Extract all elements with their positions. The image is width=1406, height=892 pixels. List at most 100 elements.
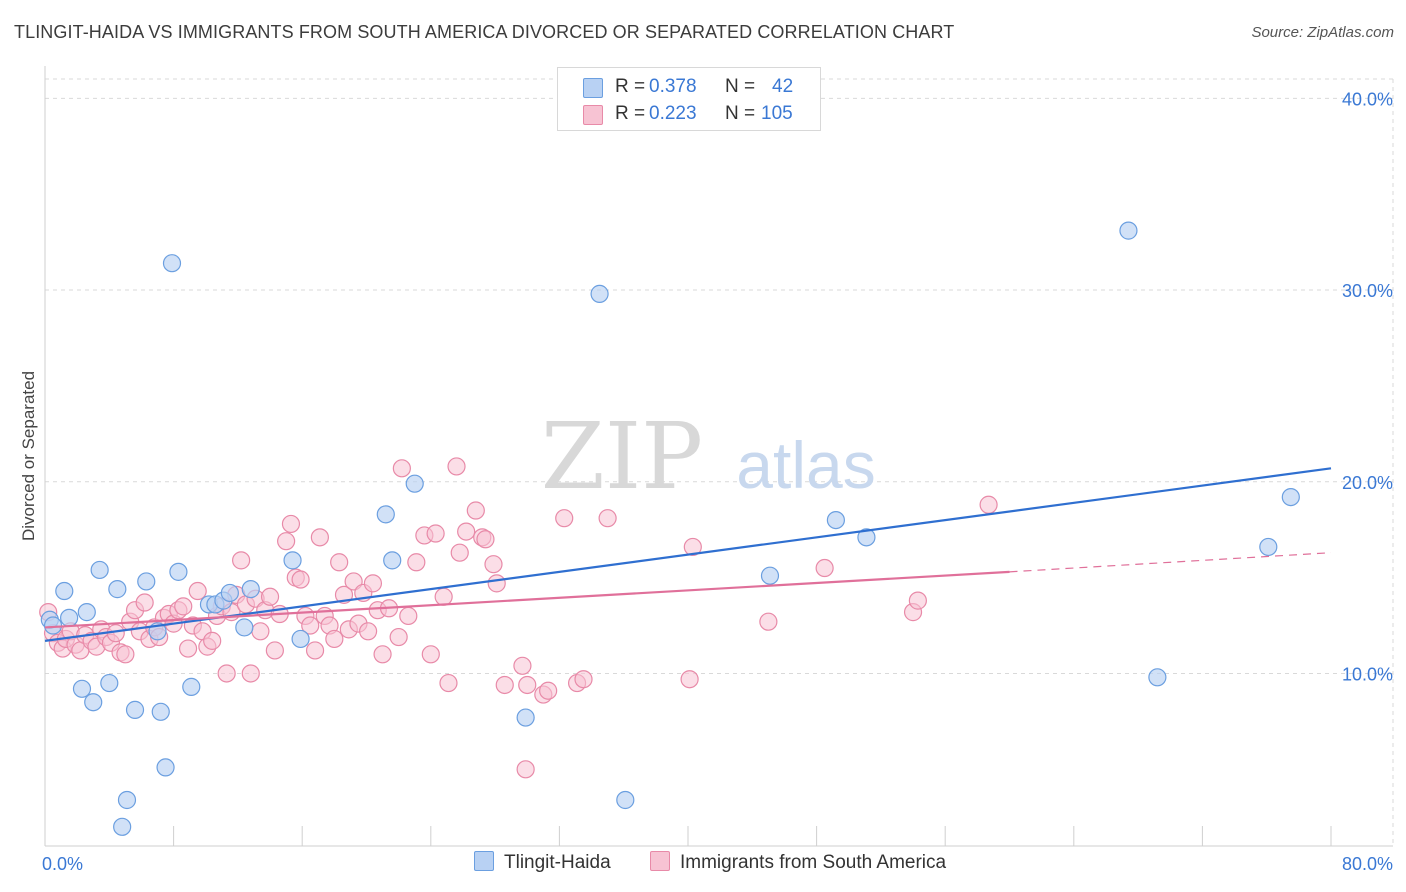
data-point-tlingit-haida xyxy=(117,790,137,810)
data-point-immigrants xyxy=(513,656,532,675)
data-point-tlingit-haida xyxy=(857,528,876,547)
x-tick-label: 0.0% xyxy=(42,854,83,874)
data-point-immigrants xyxy=(325,629,344,649)
data-point-immigrants xyxy=(363,574,383,593)
data-point-immigrants xyxy=(389,627,408,647)
data-point-immigrants xyxy=(359,622,378,641)
r-value: 0.223 xyxy=(649,103,697,124)
data-point-immigrants xyxy=(330,553,349,572)
trend-line-immigrants-extension xyxy=(1009,552,1332,573)
blue-swatch-icon xyxy=(474,851,494,871)
data-point-immigrants xyxy=(555,509,574,528)
data-point-tlingit-haida xyxy=(291,629,310,649)
data-point-immigrants xyxy=(174,597,193,616)
chart-title: TLINGIT-HAIDA VS IMMIGRANTS FROM SOUTH A… xyxy=(14,22,955,42)
data-point-immigrants xyxy=(116,645,135,664)
data-point-immigrants xyxy=(178,639,198,658)
series-tlingit-haida xyxy=(40,221,1300,836)
data-point-tlingit-haida xyxy=(1259,537,1278,557)
legend-row-tlingit-haida: R = 0.378 N = 42 xyxy=(558,75,820,101)
data-point-immigrants xyxy=(310,528,329,547)
data-point-immigrants xyxy=(908,591,927,610)
data-point-immigrants xyxy=(476,530,495,549)
y-axis-label: Divorced or Separated xyxy=(19,371,38,541)
data-point-immigrants xyxy=(487,574,506,593)
legend-row-immigrants: R = 0.223 N = 105 xyxy=(558,102,820,128)
data-point-tlingit-haida xyxy=(60,608,79,627)
data-point-tlingit-haida xyxy=(283,551,302,570)
n-label: N = xyxy=(725,76,756,97)
data-point-tlingit-haida xyxy=(220,583,239,603)
data-point-immigrants xyxy=(683,537,702,557)
data-point-tlingit-haida xyxy=(169,562,188,581)
data-point-immigrants xyxy=(516,760,535,779)
r-label: R = xyxy=(615,76,646,97)
data-point-tlingit-haida xyxy=(241,580,260,599)
data-point-immigrants xyxy=(241,664,260,683)
data-point-immigrants xyxy=(232,551,251,570)
data-point-immigrants xyxy=(301,616,320,635)
data-point-tlingit-haida xyxy=(182,677,201,696)
data-point-tlingit-haida xyxy=(760,566,780,585)
data-point-tlingit-haida xyxy=(156,758,175,777)
data-point-tlingit-haida xyxy=(84,693,103,712)
data-point-tlingit-haida xyxy=(1148,668,1167,687)
data-point-immigrants xyxy=(251,622,270,641)
data-point-tlingit-haida xyxy=(137,572,156,591)
watermark-atlas: atlas xyxy=(736,428,875,502)
data-point-tlingit-haida xyxy=(113,817,132,836)
data-point-immigrants xyxy=(466,501,485,520)
grid-lines xyxy=(45,78,1394,846)
data-point-tlingit-haida xyxy=(826,510,845,530)
y-tick-label: 10.0% xyxy=(1342,664,1393,684)
x-tick-label: 80.0% xyxy=(1342,854,1393,874)
data-point-tlingit-haida xyxy=(43,616,63,635)
data-point-immigrants xyxy=(392,459,411,478)
tick-labels: 10.0% 20.0% 30.0% 40.0% 0.0% 80.0% xyxy=(42,89,1393,874)
data-point-immigrants xyxy=(457,522,476,541)
data-point-immigrants xyxy=(539,681,558,700)
r-value: 0.378 xyxy=(649,76,697,97)
trend-line-tlingit-haida xyxy=(44,467,1332,642)
data-point-tlingit-haida xyxy=(151,702,170,721)
data-point-tlingit-haida xyxy=(125,700,145,719)
data-point-immigrants xyxy=(434,587,453,606)
data-point-immigrants xyxy=(305,641,325,660)
series-immigrants-south-america xyxy=(39,457,998,779)
n-value: 105 xyxy=(761,103,793,124)
legend-label: Tlingit-Haida xyxy=(504,852,611,873)
data-point-tlingit-haida xyxy=(108,580,127,599)
data-point-tlingit-haida xyxy=(516,708,535,727)
n-label: N = xyxy=(725,103,756,124)
data-point-immigrants xyxy=(281,514,301,534)
r-label: R = xyxy=(615,103,646,124)
pink-swatch-icon xyxy=(650,851,670,871)
axes xyxy=(44,66,1393,847)
data-point-immigrants xyxy=(598,509,617,528)
data-point-immigrants xyxy=(447,457,466,476)
data-point-immigrants xyxy=(495,675,514,695)
y-tick-label: 20.0% xyxy=(1342,473,1393,493)
data-point-tlingit-haida xyxy=(162,254,182,273)
data-point-immigrants xyxy=(188,581,207,601)
n-value: 42 xyxy=(772,76,794,97)
data-point-tlingit-haida xyxy=(90,560,109,580)
watermark-zip: ZIP xyxy=(541,403,703,510)
data-point-immigrants xyxy=(574,670,593,689)
data-point-tlingit-haida xyxy=(383,551,402,570)
data-point-tlingit-haida xyxy=(1281,487,1300,507)
data-point-tlingit-haida xyxy=(72,679,92,698)
data-point-immigrants xyxy=(373,645,392,664)
data-point-immigrants xyxy=(680,670,699,689)
data-point-immigrants xyxy=(217,664,236,683)
correlation-legend: R = 0.378 N = 42 R = 0.223 N = 105 xyxy=(557,67,821,131)
data-point-immigrants xyxy=(815,558,834,578)
pink-swatch-icon xyxy=(583,105,603,125)
data-point-immigrants xyxy=(407,553,426,572)
data-point-tlingit-haida xyxy=(55,581,74,601)
data-point-immigrants xyxy=(759,612,778,631)
legend-item-immigrants: Immigrants from South America xyxy=(650,851,946,874)
data-point-immigrants xyxy=(439,673,458,693)
data-point-immigrants xyxy=(260,587,280,606)
